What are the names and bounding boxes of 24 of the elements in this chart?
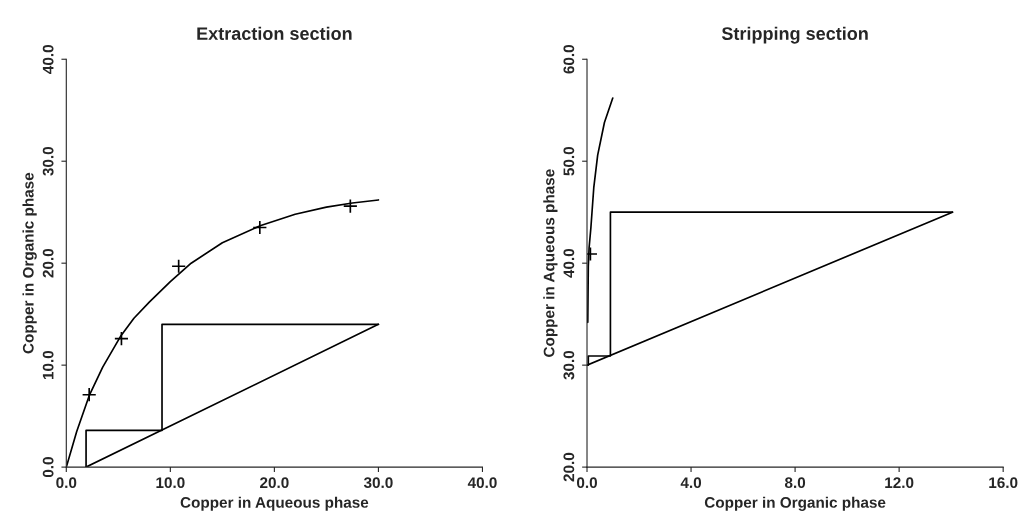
y-tick-label: 40.0: [563, 248, 575, 278]
x-tick-label: 0.0: [577, 477, 597, 489]
x-tick-label: 8.0: [784, 477, 806, 489]
x-tick-label: 10.0: [156, 477, 185, 489]
y-tick-label: 50.0: [563, 146, 575, 176]
y-tick-label: 60.0: [563, 45, 575, 74]
y-tick-label: 30.0: [42, 146, 54, 176]
x-axis-title: Copper in Organic phase: [704, 496, 886, 511]
x-axis-title: Copper in Aqueous phase: [180, 496, 369, 511]
x-tick-label: 30.0: [363, 477, 393, 489]
y-tick-label: 30.0: [563, 350, 575, 380]
chart-title: Extraction section: [197, 26, 352, 40]
y-axis-title: Copper in Organic phase: [22, 172, 37, 354]
x-tick-label: 20.0: [260, 477, 289, 489]
x-tick-label: 4.0: [680, 477, 702, 489]
y-tick-label: 20.0: [42, 248, 54, 278]
x-tick-label: 0.0: [56, 477, 77, 489]
chart-title: Stripping section: [721, 26, 868, 44]
x-tick-label: 16.0: [989, 477, 1018, 489]
y-tick-label: 10.0: [42, 350, 54, 380]
x-tick-label: 40.0: [467, 477, 497, 489]
y-axis-title: Copper in Aqueous phase: [543, 169, 558, 357]
y-tick-label: 40.0: [42, 45, 54, 74]
x-tick-label: 12.0: [885, 477, 914, 489]
